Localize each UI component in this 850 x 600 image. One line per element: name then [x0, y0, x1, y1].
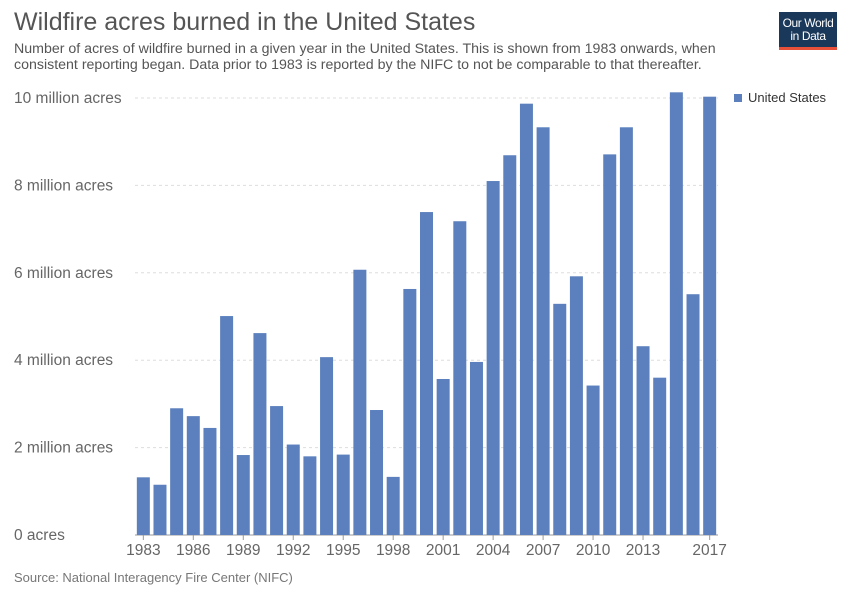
- bar-1984[interactable]: [153, 484, 167, 535]
- bar-2002[interactable]: [453, 221, 467, 535]
- bar-2015[interactable]: [669, 92, 683, 535]
- bar-2008[interactable]: [553, 303, 567, 535]
- bar-2010[interactable]: [586, 385, 600, 535]
- bar-2014[interactable]: [653, 377, 667, 535]
- x-tick-label: 2017: [692, 542, 726, 559]
- bar-1999[interactable]: [403, 288, 417, 535]
- x-axis-ticks: 1983 1986 1989 1992 1995 1998 2001 2004 2007 2010…: [126, 535, 727, 559]
- owid-logo[interactable]: Our World in Data: [779, 12, 837, 50]
- bar-2003[interactable]: [469, 361, 483, 535]
- chart-subtitle: Number of acres of wildfire burned in a …: [14, 41, 716, 73]
- logo-line-1: Our World: [782, 16, 834, 30]
- bar-1990[interactable]: [253, 333, 267, 535]
- bar-1983[interactable]: [136, 477, 150, 535]
- bar-2011[interactable]: [603, 154, 617, 536]
- bar-2001[interactable]: [436, 378, 450, 535]
- bar-1986[interactable]: [186, 416, 200, 535]
- bar-1994[interactable]: [320, 357, 334, 535]
- logo-accent-bar: [779, 47, 837, 50]
- bar-1991[interactable]: [270, 406, 284, 535]
- bar-2012[interactable]: [619, 127, 633, 536]
- y-tick-label: 4 million acres: [14, 352, 113, 369]
- x-tick-label: 2007: [526, 542, 560, 559]
- x-tick-label: 2013: [626, 542, 660, 559]
- bar-2006[interactable]: [519, 103, 533, 535]
- logo-line-2: in Data: [790, 29, 826, 43]
- bar-2017[interactable]: [703, 96, 717, 536]
- bar-2016[interactable]: [686, 294, 700, 535]
- y-axis-ticks: 0 acres 2 million acres 4 million acres 6 m…: [14, 90, 122, 544]
- bar-1988[interactable]: [220, 316, 234, 535]
- y-tick-label: 10 million acres: [14, 90, 122, 107]
- legend[interactable]: United States: [734, 90, 826, 105]
- x-tick-label: 2010: [576, 542, 611, 559]
- bar-1995[interactable]: [336, 454, 350, 535]
- bar-1989[interactable]: [236, 455, 250, 535]
- x-tick-label: 1989: [226, 542, 260, 559]
- bar-1998[interactable]: [386, 476, 400, 535]
- bar-2013[interactable]: [636, 346, 650, 535]
- bar-2000[interactable]: [420, 212, 433, 535]
- bar-2004[interactable]: [486, 181, 500, 535]
- bar-2005[interactable]: [503, 155, 517, 535]
- x-tick-label: 2001: [426, 542, 460, 559]
- x-tick-label: 1986: [176, 542, 210, 559]
- bar-1993[interactable]: [303, 456, 317, 535]
- bar-1996[interactable]: [353, 269, 367, 535]
- bar-1985[interactable]: [170, 408, 184, 535]
- x-tick-label: 2004: [476, 542, 511, 559]
- bar-1997[interactable]: [370, 410, 384, 535]
- y-tick-label: 6 million acres: [14, 265, 113, 282]
- bar-2007[interactable]: [536, 127, 550, 536]
- bar-1987[interactable]: [203, 427, 217, 535]
- chart-title: Wildfire acres burned in the United Stat…: [14, 8, 476, 36]
- source-note[interactable]: Source: National Interagency Fire Center…: [14, 570, 293, 585]
- legend-swatch: [734, 93, 742, 102]
- bars: [136, 92, 717, 536]
- x-tick-label: 1983: [126, 542, 160, 559]
- x-tick-label: 1998: [376, 542, 410, 559]
- bar-1992[interactable]: [286, 444, 300, 535]
- x-tick-label: 1992: [276, 542, 310, 559]
- y-tick-label: 2 million acres: [14, 440, 113, 457]
- x-tick-label: 1995: [326, 542, 360, 559]
- bar-2009[interactable]: [569, 276, 583, 535]
- y-tick-label: 8 million acres: [14, 177, 113, 194]
- legend-label: United States: [748, 90, 827, 105]
- y-tick-label: 0 acres: [14, 527, 65, 544]
